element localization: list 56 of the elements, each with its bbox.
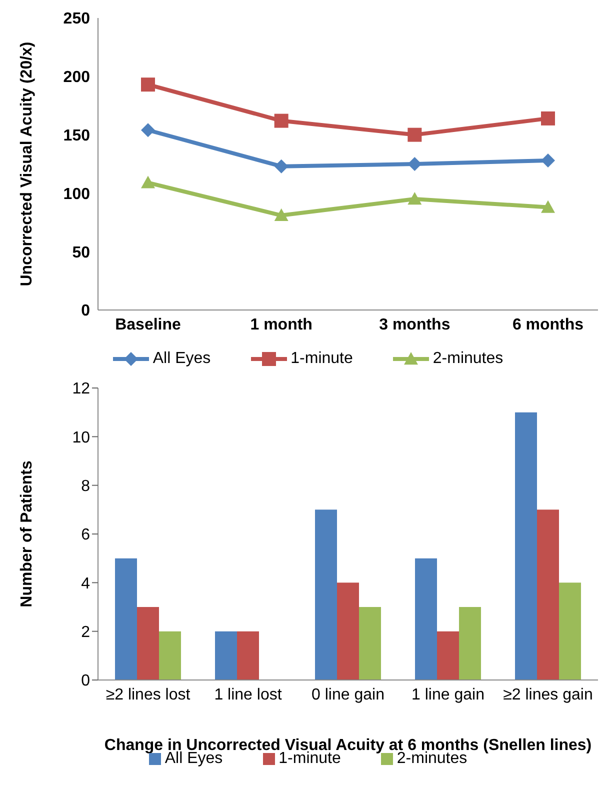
x-tick-label: 1 line lost (214, 686, 282, 704)
y-tick-label: 50 (72, 244, 90, 262)
bar (415, 558, 437, 680)
point (541, 111, 555, 126)
legend-label: All Eyes (152, 350, 211, 368)
legend-label: 1-minute (278, 750, 341, 768)
point (141, 176, 155, 188)
point (141, 123, 155, 138)
point (274, 159, 288, 174)
y-tick-label: 4 (81, 575, 90, 592)
bar (559, 582, 581, 680)
bar (315, 510, 337, 680)
point (541, 153, 555, 168)
x-tick-label: 1 month (250, 316, 312, 334)
bar (359, 607, 381, 680)
bar (437, 631, 459, 680)
y-axis-title: Number of Patients (18, 460, 36, 608)
y-tick-label: 2 (81, 624, 90, 642)
bar (215, 631, 237, 680)
x-tick-label: ≥2 lines lost (106, 686, 191, 704)
x-tick-label: ≥2 lines gain (503, 686, 593, 704)
y-tick-label: 100 (63, 186, 90, 203)
point (408, 192, 422, 205)
bar (237, 631, 259, 680)
x-tick-label: 0 line gain (312, 686, 384, 704)
point (274, 114, 288, 128)
legend-label: 1-minute (290, 350, 353, 368)
point (541, 200, 555, 213)
y-tick-label: 150 (63, 127, 90, 144)
legend-label: All Eyes (164, 750, 223, 768)
y-tick-label: 0 (81, 302, 90, 320)
point (408, 157, 422, 171)
point (408, 128, 422, 142)
bar (337, 582, 359, 680)
y-tick-label: 10 (72, 429, 90, 446)
y-tick-label: 200 (63, 69, 90, 86)
bar (459, 607, 481, 680)
legend-label: 2-minutes (432, 350, 504, 368)
bar (515, 412, 537, 680)
y-tick-label: 0 (81, 672, 90, 690)
bar (115, 558, 137, 680)
y-tick-label: 12 (72, 380, 90, 398)
y-tick-label: 8 (81, 478, 90, 496)
bar (137, 607, 159, 680)
point (141, 78, 155, 92)
x-tick-label: Baseline (115, 316, 182, 334)
legend-label: 2-minutes (396, 750, 468, 768)
x-tick-label: 1 line gain (412, 686, 484, 704)
point (274, 208, 288, 221)
bar (537, 510, 559, 680)
bar (159, 631, 181, 680)
y-tick-label: 250 (63, 10, 90, 28)
y-tick-label: 6 (81, 526, 90, 544)
x-tick-label: 6 months (512, 316, 584, 334)
y-axis-title: Uncorrected Visual Acuity (20/x) (18, 42, 36, 286)
x-tick-label: 3 months (379, 316, 450, 334)
